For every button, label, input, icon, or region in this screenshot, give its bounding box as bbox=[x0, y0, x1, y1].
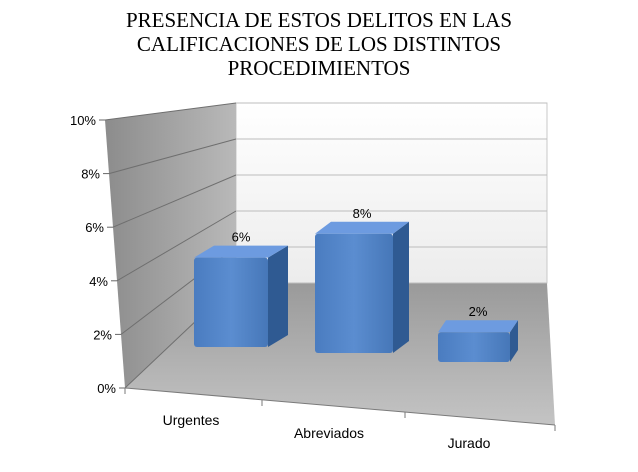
category-label: Urgentes bbox=[163, 412, 220, 428]
bar-top-face bbox=[315, 221, 409, 234]
gridline-side bbox=[116, 210, 237, 282]
chart-title: PRESENCIA DE ESTOS DELITOS EN LAS CALIFI… bbox=[0, 8, 638, 80]
gridline-side bbox=[104, 102, 237, 121]
data-label: 6% bbox=[232, 230, 251, 245]
y-tick-label: 2% bbox=[93, 327, 112, 342]
bar-front-face bbox=[194, 257, 268, 347]
gridline-side bbox=[108, 138, 237, 175]
category-label: Jurado bbox=[448, 435, 491, 451]
bar-front-face bbox=[438, 332, 510, 362]
y-tick-label: 10% bbox=[70, 113, 96, 128]
x-axis-line bbox=[124, 387, 556, 426]
y-tick-label: 0% bbox=[97, 381, 116, 396]
chart-title-line-3: PROCEDIMIENTOS bbox=[227, 56, 411, 80]
bar-front-face bbox=[315, 233, 393, 353]
bar-top-face bbox=[194, 245, 288, 258]
chart-title-line-2: CALIFICACIONES DE LOS DISTINTOS bbox=[136, 32, 502, 56]
bar-urgentes: 6% bbox=[194, 230, 288, 347]
bar-top-face bbox=[438, 320, 518, 333]
bar-side-face bbox=[268, 245, 288, 347]
side-wall bbox=[105, 103, 236, 388]
bar-abreviados: 8% bbox=[315, 206, 409, 353]
bar-jurado: 2% bbox=[438, 304, 518, 362]
bar-side-face bbox=[510, 320, 518, 362]
data-label: 2% bbox=[469, 304, 488, 319]
category-label: Abreviados bbox=[294, 425, 364, 441]
chart-title-line-1: PRESENCIA DE ESTOS DELITOS EN LAS bbox=[125, 8, 512, 32]
gridline-side bbox=[112, 174, 237, 228]
y-tick-label: 8% bbox=[81, 167, 100, 182]
data-label: 8% bbox=[353, 206, 372, 221]
y-tick-label: 6% bbox=[85, 220, 104, 235]
bar-side-face bbox=[393, 221, 409, 353]
y-tick-label: 4% bbox=[89, 274, 108, 289]
